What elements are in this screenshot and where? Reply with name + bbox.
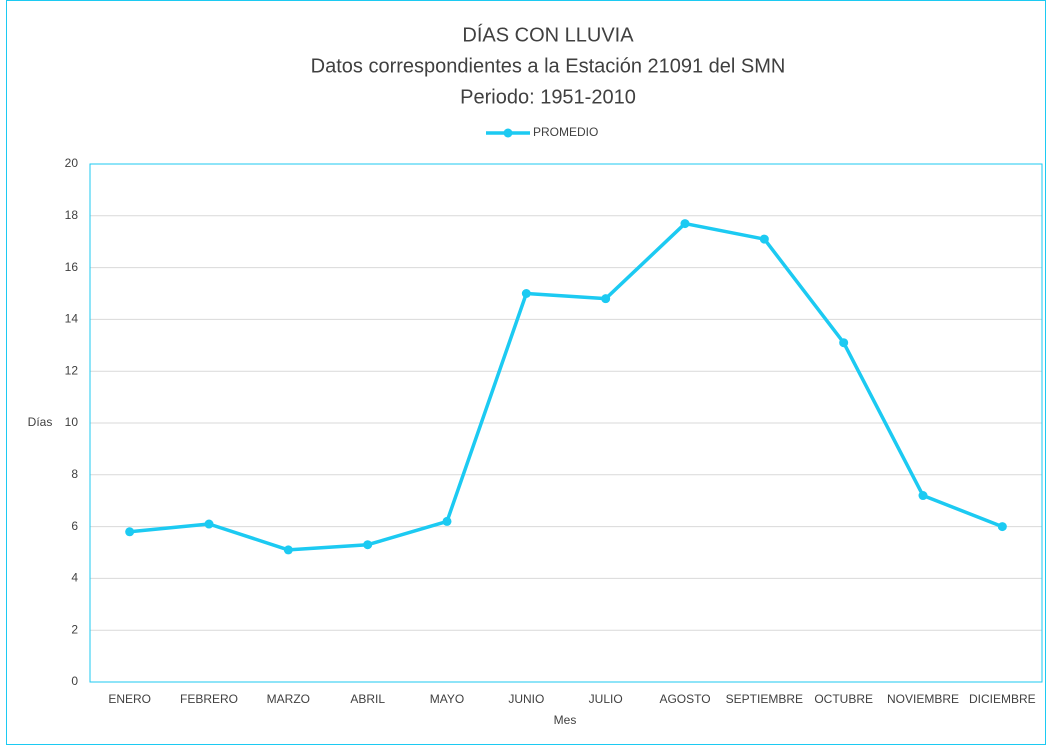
y-tick-label: 8 xyxy=(71,467,78,481)
x-tick-label: DICIEMBRE xyxy=(969,692,1036,706)
y-tick-label: 6 xyxy=(71,519,78,533)
point xyxy=(521,289,531,298)
chart-subtitle: Datos correspondientes a la Estación 210… xyxy=(311,55,786,77)
y-tick-label: 10 xyxy=(65,415,79,429)
point xyxy=(839,338,849,348)
y-tick-label: 18 xyxy=(65,208,79,222)
legend-marker xyxy=(503,128,513,138)
point xyxy=(125,527,135,537)
chart-border xyxy=(6,0,1046,745)
y-tick-label: 12 xyxy=(65,363,79,377)
point xyxy=(363,540,373,550)
point xyxy=(997,522,1007,532)
x-tick-label: MAYO xyxy=(430,692,464,706)
x-tick-label: SEPTIEMBRE xyxy=(726,692,803,706)
y-tick-label: 2 xyxy=(71,622,78,636)
plot-border xyxy=(89,163,1043,683)
point xyxy=(601,294,611,304)
series-line xyxy=(129,221,1003,552)
y-tick-label: 0 xyxy=(71,674,78,688)
x-tick-label: ENERO xyxy=(108,692,151,706)
legend-label: PROMEDIO xyxy=(533,125,598,139)
x-axis-label: Mes xyxy=(554,713,577,727)
point xyxy=(204,519,214,529)
point xyxy=(918,491,928,501)
y-tick-label: 14 xyxy=(65,312,79,326)
y-tick-label: 4 xyxy=(71,571,78,585)
x-tick-label: ABRIL xyxy=(350,692,385,706)
y-tick-label: 16 xyxy=(65,260,79,274)
point xyxy=(680,219,690,229)
x-tick-label: OCTUBRE xyxy=(814,692,873,706)
point xyxy=(283,545,293,555)
point xyxy=(442,516,452,526)
x-tick-label: JULIO xyxy=(589,692,623,706)
x-tick-label: AGOSTO xyxy=(659,692,710,706)
chart-title: DÍAS CON LLUVIA xyxy=(462,23,634,46)
x-tick-label: MARZO xyxy=(267,692,310,706)
point xyxy=(759,234,769,244)
chart-subtitle: Periodo: 1951-2010 xyxy=(460,86,636,108)
x-tick-label: FEBRERO xyxy=(180,692,238,706)
y-axis-label: Días xyxy=(28,415,53,429)
y-tick-label: 20 xyxy=(65,156,79,170)
x-tick-label: NOVIEMBRE xyxy=(887,692,959,706)
x-tick-label: JUNIO xyxy=(508,692,544,706)
